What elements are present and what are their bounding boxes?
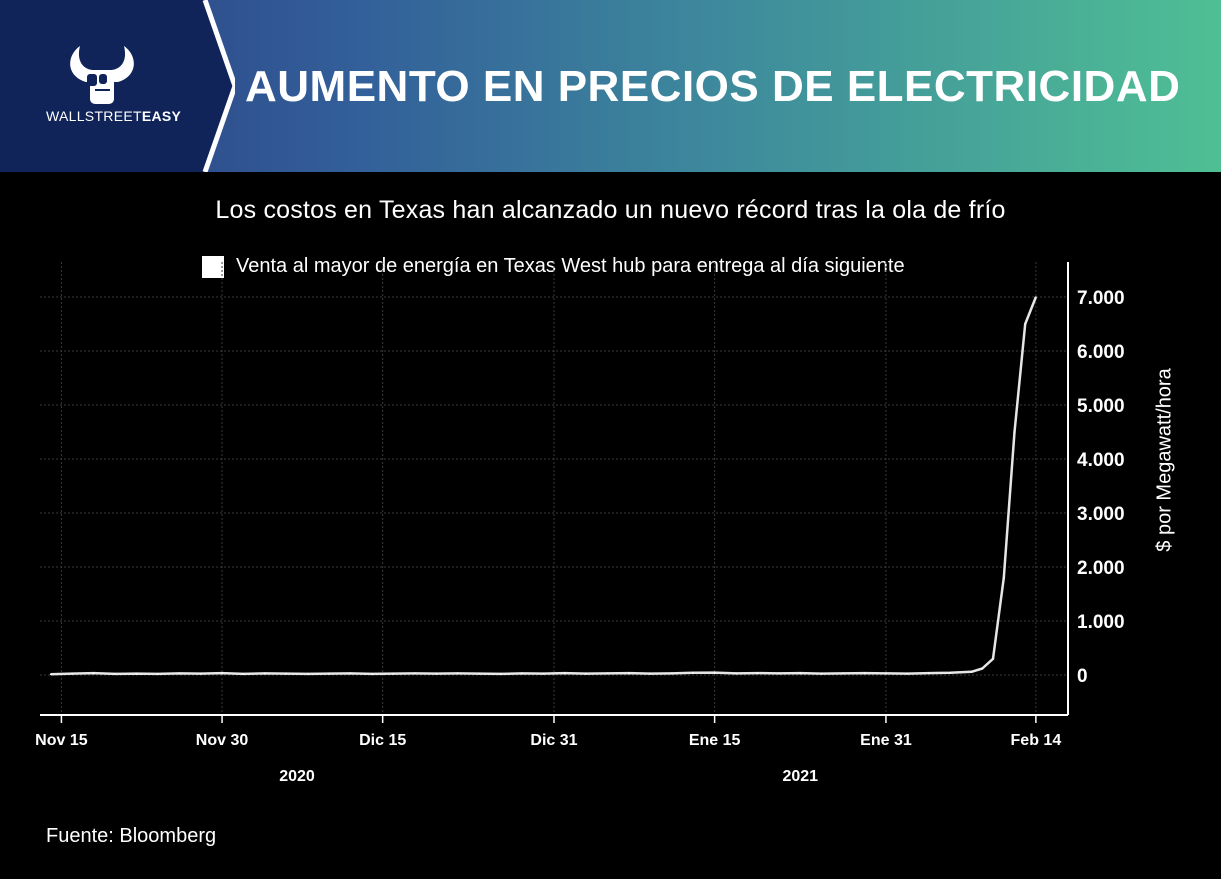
brand-name-light: WALLSTREET <box>46 108 142 124</box>
data-point <box>1013 431 1016 433</box>
data-point <box>713 671 716 674</box>
data-point <box>349 672 352 675</box>
data-point <box>1024 323 1026 325</box>
chart-title: Los costos en Texas han alcanzado un nue… <box>215 196 1006 224</box>
data-point <box>563 672 566 674</box>
data-point <box>178 672 181 675</box>
logo-panel: WALLSTREETEASY <box>0 0 235 172</box>
data-point <box>735 672 737 675</box>
data-point <box>413 672 416 675</box>
data-point <box>114 673 116 675</box>
data-point <box>521 672 523 675</box>
x-tick-label: Dic 31 <box>530 732 577 749</box>
data-point <box>542 672 545 675</box>
year-label: 2021 <box>782 768 818 785</box>
chart-legend: Venta al mayor de energía en Texas West … <box>202 255 905 278</box>
logo-panel-background <box>0 0 235 172</box>
data-point <box>863 672 866 674</box>
label-layer: 0 1.000 2.000 3.000 4.000 5.000 6.000 7.000 Nov … <box>35 288 1124 785</box>
data-point <box>285 672 288 675</box>
data-point <box>221 672 223 674</box>
data-point <box>649 672 652 675</box>
data-point <box>135 672 138 675</box>
data-point <box>628 672 630 674</box>
y-tick-label: 3.000 <box>1077 504 1125 525</box>
axis-layer <box>40 262 1069 723</box>
legend-swatch <box>202 255 224 278</box>
data-point <box>842 672 844 675</box>
page-title: AUMENTO EN PRECIOS DE ELECTRICIDAD <box>245 62 1181 111</box>
series-line <box>50 296 1038 676</box>
header-banner: WALLSTREETEASY AUMENTO EN PRECIOS DE ELE… <box>0 0 1221 172</box>
data-point <box>906 672 909 675</box>
data-point <box>692 672 695 674</box>
x-tick-label: Ene 15 <box>689 732 741 749</box>
data-point <box>328 672 330 675</box>
y-tick-label: 4.000 <box>1077 450 1125 471</box>
year-label: 2020 <box>279 768 315 785</box>
data-point <box>371 673 373 675</box>
source-note: Fuente: Bloomberg <box>46 825 217 847</box>
data-point <box>499 673 502 675</box>
x-tick-label: Dic 15 <box>359 732 406 749</box>
legend-label: Venta al mayor de energía en Texas West … <box>236 255 905 277</box>
data-point <box>992 658 994 660</box>
data-point <box>264 672 266 675</box>
data-point <box>92 672 95 674</box>
y-tick-label: 6.000 <box>1077 342 1125 363</box>
line-layer <box>49 296 1038 676</box>
y-tick-label: 7.000 <box>1077 288 1125 309</box>
data-point <box>49 673 52 675</box>
bull-hand-icon <box>70 46 134 104</box>
data-point <box>199 672 202 675</box>
x-tick-label: Nov 15 <box>35 732 88 749</box>
data-point <box>1035 296 1037 298</box>
logo-panel-chevron <box>202 0 235 172</box>
data-point <box>778 672 780 675</box>
data-point <box>306 673 309 675</box>
data-point <box>585 672 587 675</box>
brand-name-bold: EASY <box>141 108 182 124</box>
data-point <box>435 672 438 675</box>
data-point <box>392 672 395 675</box>
data-point <box>970 670 973 673</box>
x-tick-label: Feb 14 <box>1011 732 1062 749</box>
data-point <box>820 672 823 675</box>
data-point <box>456 672 459 675</box>
x-tick-label: Ene 31 <box>860 732 912 749</box>
y-tick-label: 2.000 <box>1077 558 1125 579</box>
grid-layer <box>40 262 1068 715</box>
y-tick-label: 0 <box>1077 666 1088 687</box>
logo-panel-shape <box>0 0 235 172</box>
data-point <box>156 673 159 675</box>
brand-name: WALLSTREETEASY <box>46 108 181 124</box>
data-point <box>242 673 245 675</box>
y-tick-label: 5.000 <box>1077 396 1125 417</box>
y-tick-label: 1.000 <box>1077 612 1125 633</box>
data-point <box>981 667 984 670</box>
data-point <box>71 672 73 675</box>
data-point <box>949 672 952 674</box>
x-tick-label: Nov 30 <box>196 732 249 749</box>
data-point <box>606 672 609 675</box>
data-point <box>799 672 802 674</box>
y-axis-title-text: $ por Megawatt/hora <box>1153 368 1176 552</box>
data-point <box>927 672 930 674</box>
data-point <box>478 672 480 675</box>
data-point <box>756 672 759 674</box>
data-point <box>885 672 887 675</box>
data-point <box>1002 577 1005 579</box>
data-point <box>670 672 673 675</box>
